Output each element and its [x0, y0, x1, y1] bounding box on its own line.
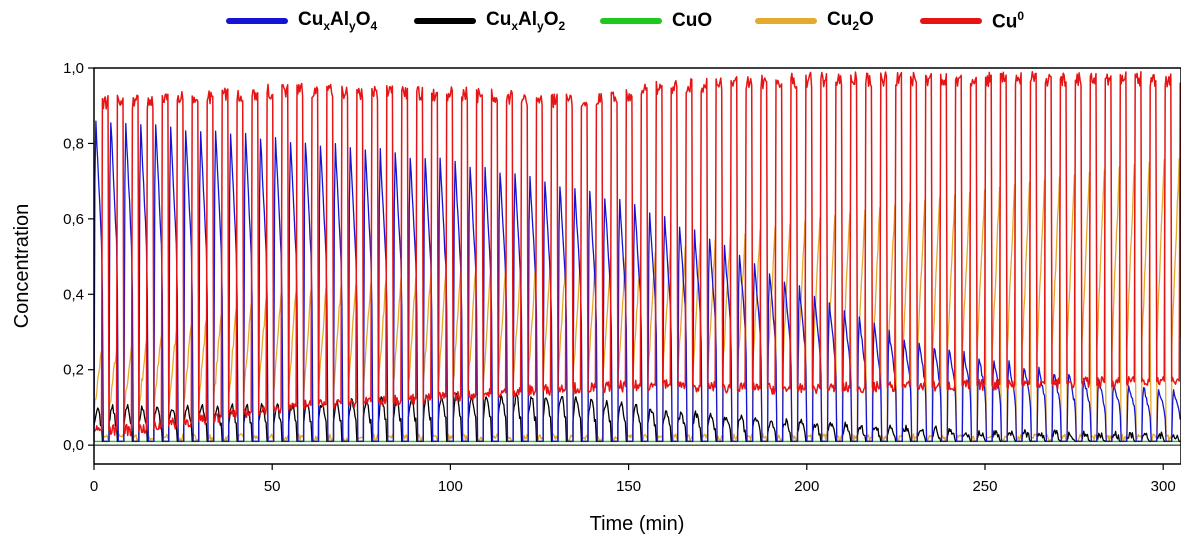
series-cu0-line — [93, 71, 1181, 437]
legend-label-cu2o: Cu2O — [827, 9, 874, 33]
series-layer — [93, 71, 1181, 443]
x-axis-title: Time (min) — [590, 513, 685, 535]
series-cu2o-line — [93, 157, 1181, 443]
legend-label-cu0: Cu0 — [992, 8, 1025, 33]
x-tick-label: 250 — [972, 478, 997, 495]
y-tick-label: 1,0 — [63, 60, 84, 77]
legend-item-cu0: Cu0 — [920, 8, 1024, 34]
legend-label-cuo: CuO — [672, 10, 713, 31]
legend-swatch-cuxalyo4 — [226, 18, 288, 24]
x-tick-label: 0 — [90, 478, 98, 495]
legend-swatch-cuo — [600, 18, 662, 24]
x-tick-label: 150 — [616, 478, 641, 495]
series-cuxalyo2-line — [93, 392, 1181, 443]
legend-swatch-cuxalyo2 — [414, 18, 476, 24]
legend-label-cuxalyo2: CuxAlyO2 — [486, 9, 566, 33]
legend-swatch-cu2o — [755, 18, 817, 24]
legend-item-cuxalyo2: CuxAlyO2 — [414, 8, 565, 34]
legend-swatch-cu0 — [920, 18, 982, 24]
legend-item-cuxalyo4: CuxAlyO4 — [226, 8, 377, 34]
y-tick-label: 0,6 — [63, 211, 84, 228]
x-tick-label: 200 — [794, 478, 819, 495]
x-tick-label: 300 — [1151, 478, 1176, 495]
legend-item-cuo: CuO — [600, 8, 712, 34]
legend-label-cuxalyo4: CuxAlyO4 — [298, 9, 378, 33]
y-tick-label: 0,2 — [63, 362, 84, 379]
y-tick-label: 0,8 — [63, 135, 84, 152]
chart-legend: CuxAlyO4 CuxAlyO2 CuO Cu2O Cu0 — [0, 0, 1181, 40]
y-tick-label: 0,4 — [63, 286, 84, 303]
series-cuxalyo4-line — [93, 120, 1181, 443]
x-tick-label: 50 — [264, 478, 281, 495]
x-tick-label: 100 — [438, 478, 463, 495]
plot-frame — [93, 67, 1181, 465]
axes-layer: 0 50 100 150 200 250 300 0,0 0,2 0,4 0,6 0,8 1,0 — [63, 60, 1181, 495]
y-axis-title: Concentration — [11, 204, 33, 329]
y-tick-label: 0,0 — [63, 437, 84, 454]
legend-item-cu2o: Cu2O — [755, 8, 874, 34]
